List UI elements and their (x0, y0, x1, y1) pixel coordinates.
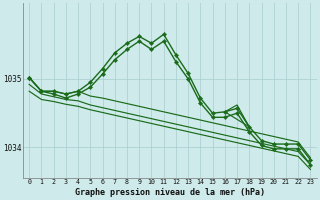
X-axis label: Graphe pression niveau de la mer (hPa): Graphe pression niveau de la mer (hPa) (75, 188, 265, 197)
